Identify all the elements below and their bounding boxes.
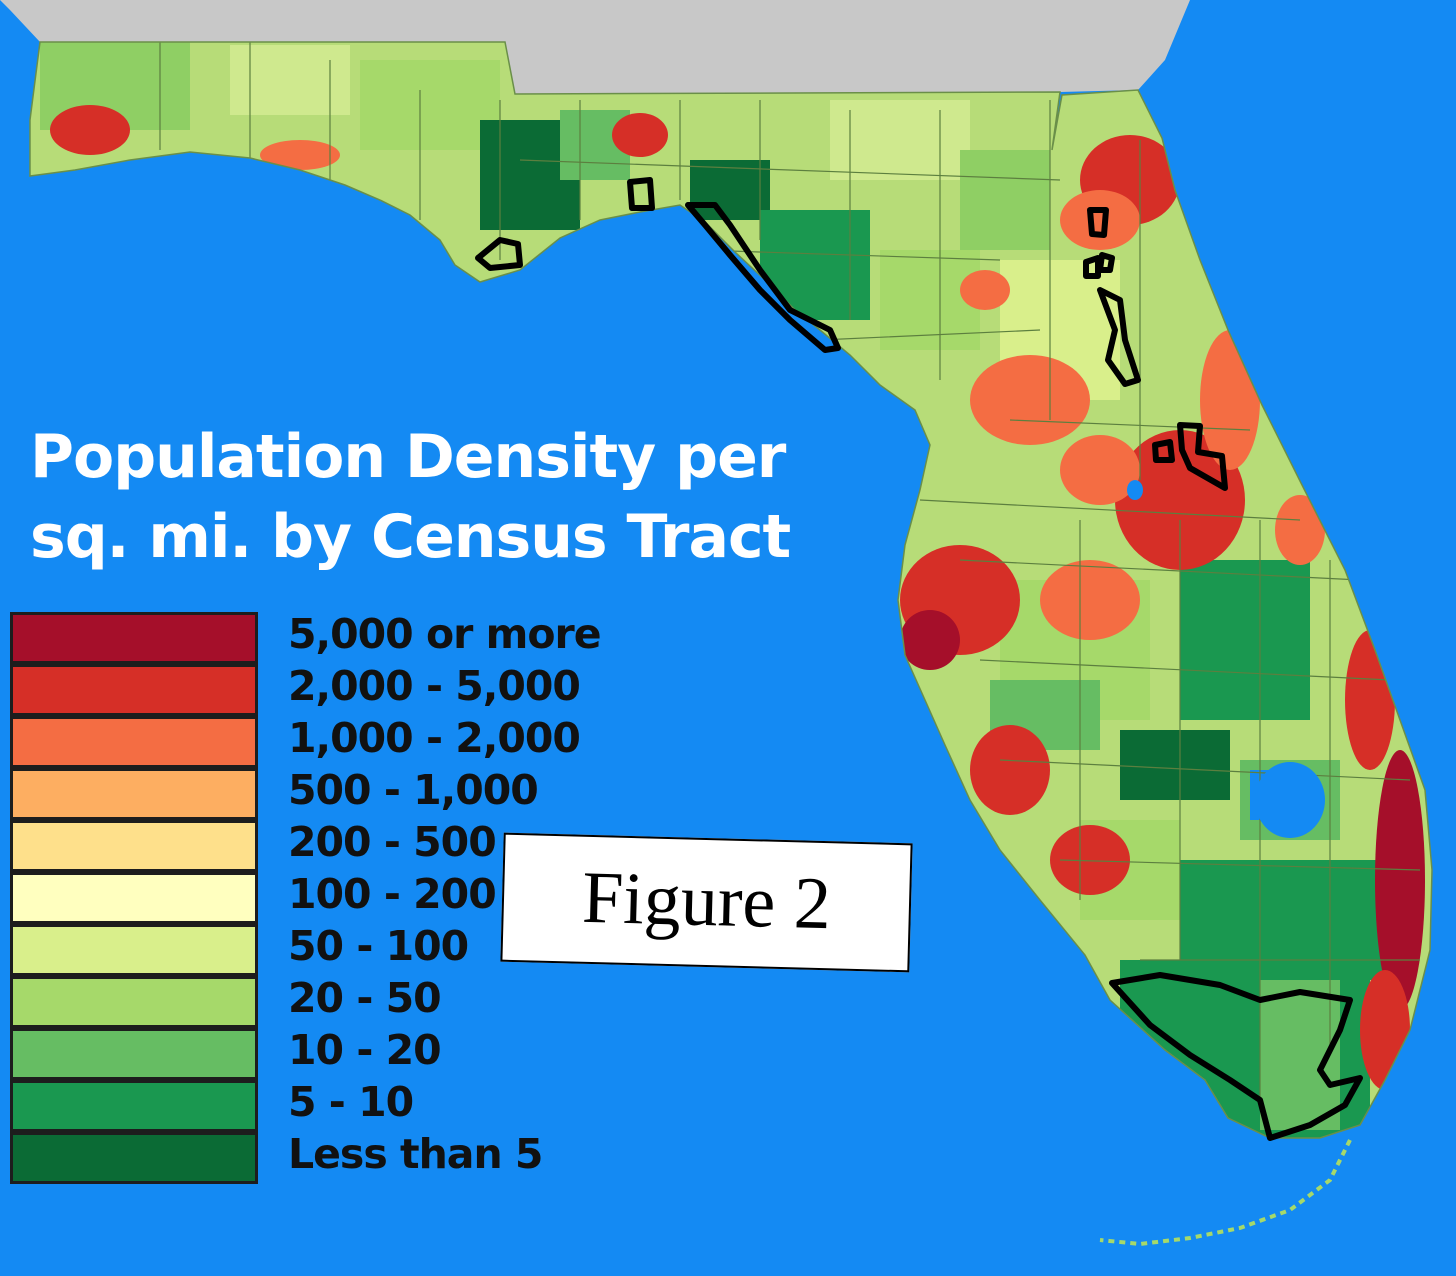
legend-label: 50 - 100 (288, 922, 469, 970)
legend-swatch (10, 872, 258, 924)
legend-label: 1,000 - 2,000 (288, 714, 581, 762)
neighbor-states-land (0, 0, 1190, 150)
figure-label-box: Figure 2 (500, 832, 913, 973)
highlight-area-4 (1083, 207, 1141, 387)
legend-swatch (10, 1132, 258, 1184)
highlight-area-3 (685, 202, 841, 353)
legend-swatch (10, 1080, 258, 1132)
small-lake (1127, 480, 1143, 500)
highlight-area-1 (475, 237, 523, 271)
legend-row: 20 - 50 (10, 976, 570, 1028)
legend-label: 500 - 1,000 (288, 766, 539, 814)
legend-swatch (10, 1028, 258, 1080)
legend-swatch (10, 768, 258, 820)
legend-label: 100 - 200 (288, 870, 497, 918)
legend-label: 200 - 500 (288, 818, 497, 866)
legend-label: 5 - 10 (288, 1078, 414, 1126)
legend-row: 5 - 10 (10, 1080, 570, 1132)
legend-swatch (10, 664, 258, 716)
highlighted-regions (475, 177, 1363, 1141)
legend-swatch (10, 612, 258, 664)
highlight-area-5 (1152, 422, 1228, 491)
highlight-area-everglades (1109, 972, 1363, 1141)
highlight-area-2 (627, 177, 655, 211)
legend-swatch (10, 924, 258, 976)
legend-row: 2,000 - 5,000 (10, 664, 581, 716)
county-boundaries (159, 42, 1421, 1100)
legend-row: 5,000 or more (10, 612, 602, 664)
legend-row: 50 - 100 (10, 924, 570, 976)
legend-row: Less than 5 (10, 1132, 570, 1184)
legend-label: 20 - 50 (288, 974, 442, 1022)
legend-row: 200 - 500 (10, 820, 570, 872)
figure-label: Figure 2 (581, 856, 832, 946)
legend-row: 1,000 - 2,000 (10, 716, 581, 768)
florida-outline (29, 41, 1433, 1139)
legend-label: 2,000 - 5,000 (288, 662, 581, 710)
legend-swatch (10, 976, 258, 1028)
legend-swatch (10, 716, 258, 768)
lake-okeechobee (1255, 762, 1325, 838)
legend-row: 10 - 20 (10, 1028, 570, 1080)
legend-swatch (10, 820, 258, 872)
florida-keys (1099, 1139, 1352, 1247)
legend-label: 10 - 20 (288, 1026, 442, 1074)
map-title-line-1: Population Density per (30, 422, 786, 492)
map-title-line-2: sq. mi. by Census Tract (30, 502, 791, 572)
legend-row: 500 - 1,000 (10, 768, 570, 820)
legend-label: Less than 5 (288, 1130, 543, 1178)
legend-label: 5,000 or more (288, 610, 602, 658)
legend-row: 100 - 200 (10, 872, 570, 924)
